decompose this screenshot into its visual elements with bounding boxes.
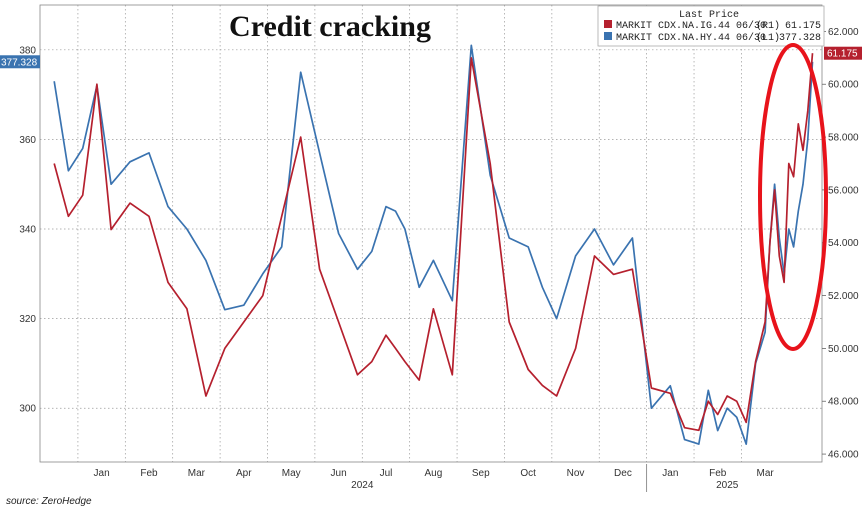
right-tick-label: 50.000: [828, 344, 859, 355]
x-tick-label: May: [282, 468, 301, 479]
legend-name-ig: MARKIT CDX.NA.IG.44 06/30: [616, 20, 766, 32]
right-tick-label: 48.000: [828, 397, 859, 408]
legend-swatch-hy: [604, 32, 612, 40]
last-value-flag-left-bg: [0, 55, 40, 69]
x-tick-label: Oct: [520, 468, 536, 479]
left-tick-label: 320: [19, 314, 36, 325]
x-tick-label: Jul: [380, 468, 393, 479]
series-line-ig: [53, 53, 814, 432]
last-value-flag-left: 377.328: [0, 55, 40, 69]
legend-box: [597, 5, 825, 47]
right-tick-label: 52.000: [828, 291, 859, 302]
x-tick-label: Jan: [662, 468, 678, 479]
left-tick-label: 300: [19, 404, 36, 415]
x-tick-label: Dec: [614, 468, 632, 479]
legend-axis-ig: (R1): [756, 20, 780, 32]
legend-name-hy: MARKIT CDX.NA.HY.44 06/30: [616, 32, 766, 44]
plot-frame: [39, 4, 823, 463]
last-value-flag-left-text: 377.328: [1, 57, 38, 68]
x-tick-label: Jun: [331, 468, 347, 479]
right-tick-label: 54.000: [828, 238, 859, 249]
x-tick-label: Sep: [472, 468, 490, 479]
x-tick-label: Mar: [757, 468, 775, 479]
left-axis-ticks: 300 320 340 360 380: [19, 45, 36, 414]
last-value-flag-right-text: 61.175: [827, 49, 858, 60]
last-value-flag-right-bg: [824, 46, 862, 60]
year-label-2025: 2025: [716, 480, 739, 491]
x-axis-ticks: Jan Feb Mar Apr May Jun Jul Aug Sep Oct Nov Dec Jan F…: [94, 464, 775, 492]
year-label-2024: 2024: [351, 480, 374, 491]
right-tick-label: 62.000: [828, 27, 859, 38]
right-tick-label: 58.000: [828, 133, 859, 144]
x-tick-label: Jan: [94, 468, 110, 479]
left-tick-label: 340: [19, 225, 36, 236]
x-tick-label: Feb: [140, 468, 158, 479]
legend: Last Price MARKIT CDX.NA.IG.44 06/30 (R1…: [597, 5, 825, 47]
right-tick-label: 60.000: [828, 80, 859, 91]
source-note: source: ZeroHedge: [6, 496, 92, 507]
legend-value-ig: 61.175: [785, 21, 821, 32]
x-tick-label: Nov: [567, 468, 585, 479]
x-tick-label: Aug: [424, 468, 442, 479]
series-lines: [53, 44, 814, 445]
x-tick-label: Feb: [709, 468, 727, 479]
right-axis-ticks: 46.000 48.000 50.000 52.000 54.000 56.000 58.0…: [822, 27, 859, 461]
chart-title: Credit cracking: [229, 10, 431, 43]
last-value-flag-right: 61.175: [824, 46, 862, 60]
highlight-circle-annotation: [758, 43, 828, 351]
legend-header: Last Price: [679, 9, 739, 21]
legend-axis-hy: (L1): [756, 32, 780, 44]
x-tick-label: Apr: [236, 468, 252, 479]
x-tick-label: Mar: [188, 468, 206, 479]
right-tick-label: 46.000: [828, 450, 859, 461]
legend-swatch-ig: [604, 20, 612, 28]
left-tick-label: 380: [19, 45, 36, 56]
left-tick-label: 360: [19, 135, 36, 146]
legend-value-hy: 377.328: [779, 33, 821, 44]
right-tick-label: 56.000: [828, 185, 859, 196]
